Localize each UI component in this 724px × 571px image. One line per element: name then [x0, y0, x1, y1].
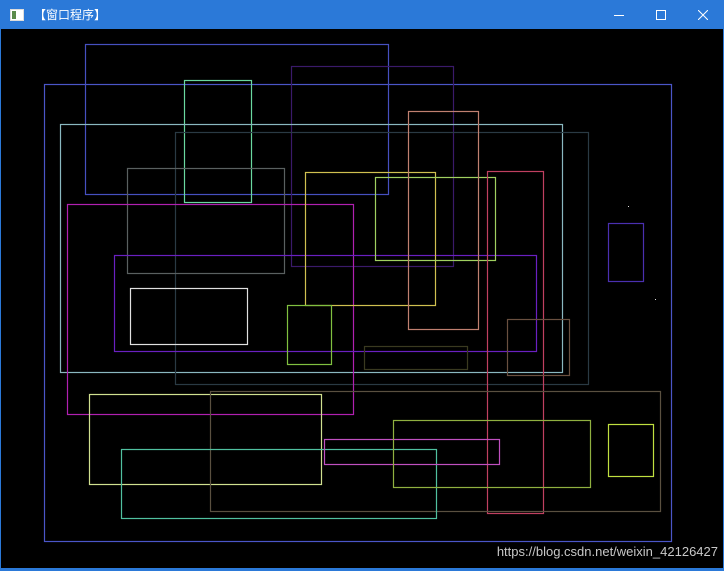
drawn-dot — [655, 299, 656, 300]
drawn-rectangle — [129, 287, 249, 346]
drawing-canvas — [1, 29, 723, 568]
drawn-rectangle — [174, 131, 590, 386]
drawn-rectangle — [407, 110, 480, 331]
drawn-rectangle — [126, 167, 286, 275]
drawn-rectangle — [486, 170, 545, 515]
close-icon — [698, 9, 708, 20]
drawn-rectangle — [88, 393, 323, 486]
watermark: https://blog.csdn.net/weixin_42126427 — [496, 544, 718, 559]
drawn-dot — [628, 206, 629, 207]
drawn-rectangle — [323, 438, 501, 466]
drawn-rectangle — [286, 304, 333, 366]
drawn-rectangle — [43, 83, 673, 543]
drawn-rectangle — [392, 419, 592, 489]
drawn-rectangle — [506, 318, 571, 377]
minimize-icon — [614, 14, 624, 16]
drawn-rectangle — [113, 254, 538, 353]
window-border-bottom — [0, 568, 724, 571]
drawn-rectangle — [290, 65, 455, 268]
drawn-rectangle — [304, 171, 437, 307]
drawn-rectangle — [209, 390, 662, 513]
drawn-rectangle — [66, 203, 355, 416]
drawn-rectangle — [183, 79, 253, 204]
drawn-rectangle — [84, 43, 390, 196]
drawn-rectangle — [59, 123, 564, 374]
window-border-left — [0, 29, 1, 569]
title-bar[interactable]: 【窗口程序】 — [0, 0, 724, 29]
maximize-icon — [656, 9, 666, 20]
close-button[interactable] — [682, 0, 724, 29]
drawn-rectangle — [607, 222, 645, 283]
minimize-button[interactable] — [598, 0, 640, 29]
window-title: 【窗口程序】 — [34, 8, 107, 22]
app-icon[interactable] — [10, 8, 24, 21]
drawn-rectangle — [374, 176, 497, 262]
maximize-button[interactable] — [640, 0, 682, 29]
drawn-rectangle — [120, 448, 438, 520]
drawn-rectangle — [363, 345, 469, 371]
drawn-rectangle — [607, 423, 655, 478]
